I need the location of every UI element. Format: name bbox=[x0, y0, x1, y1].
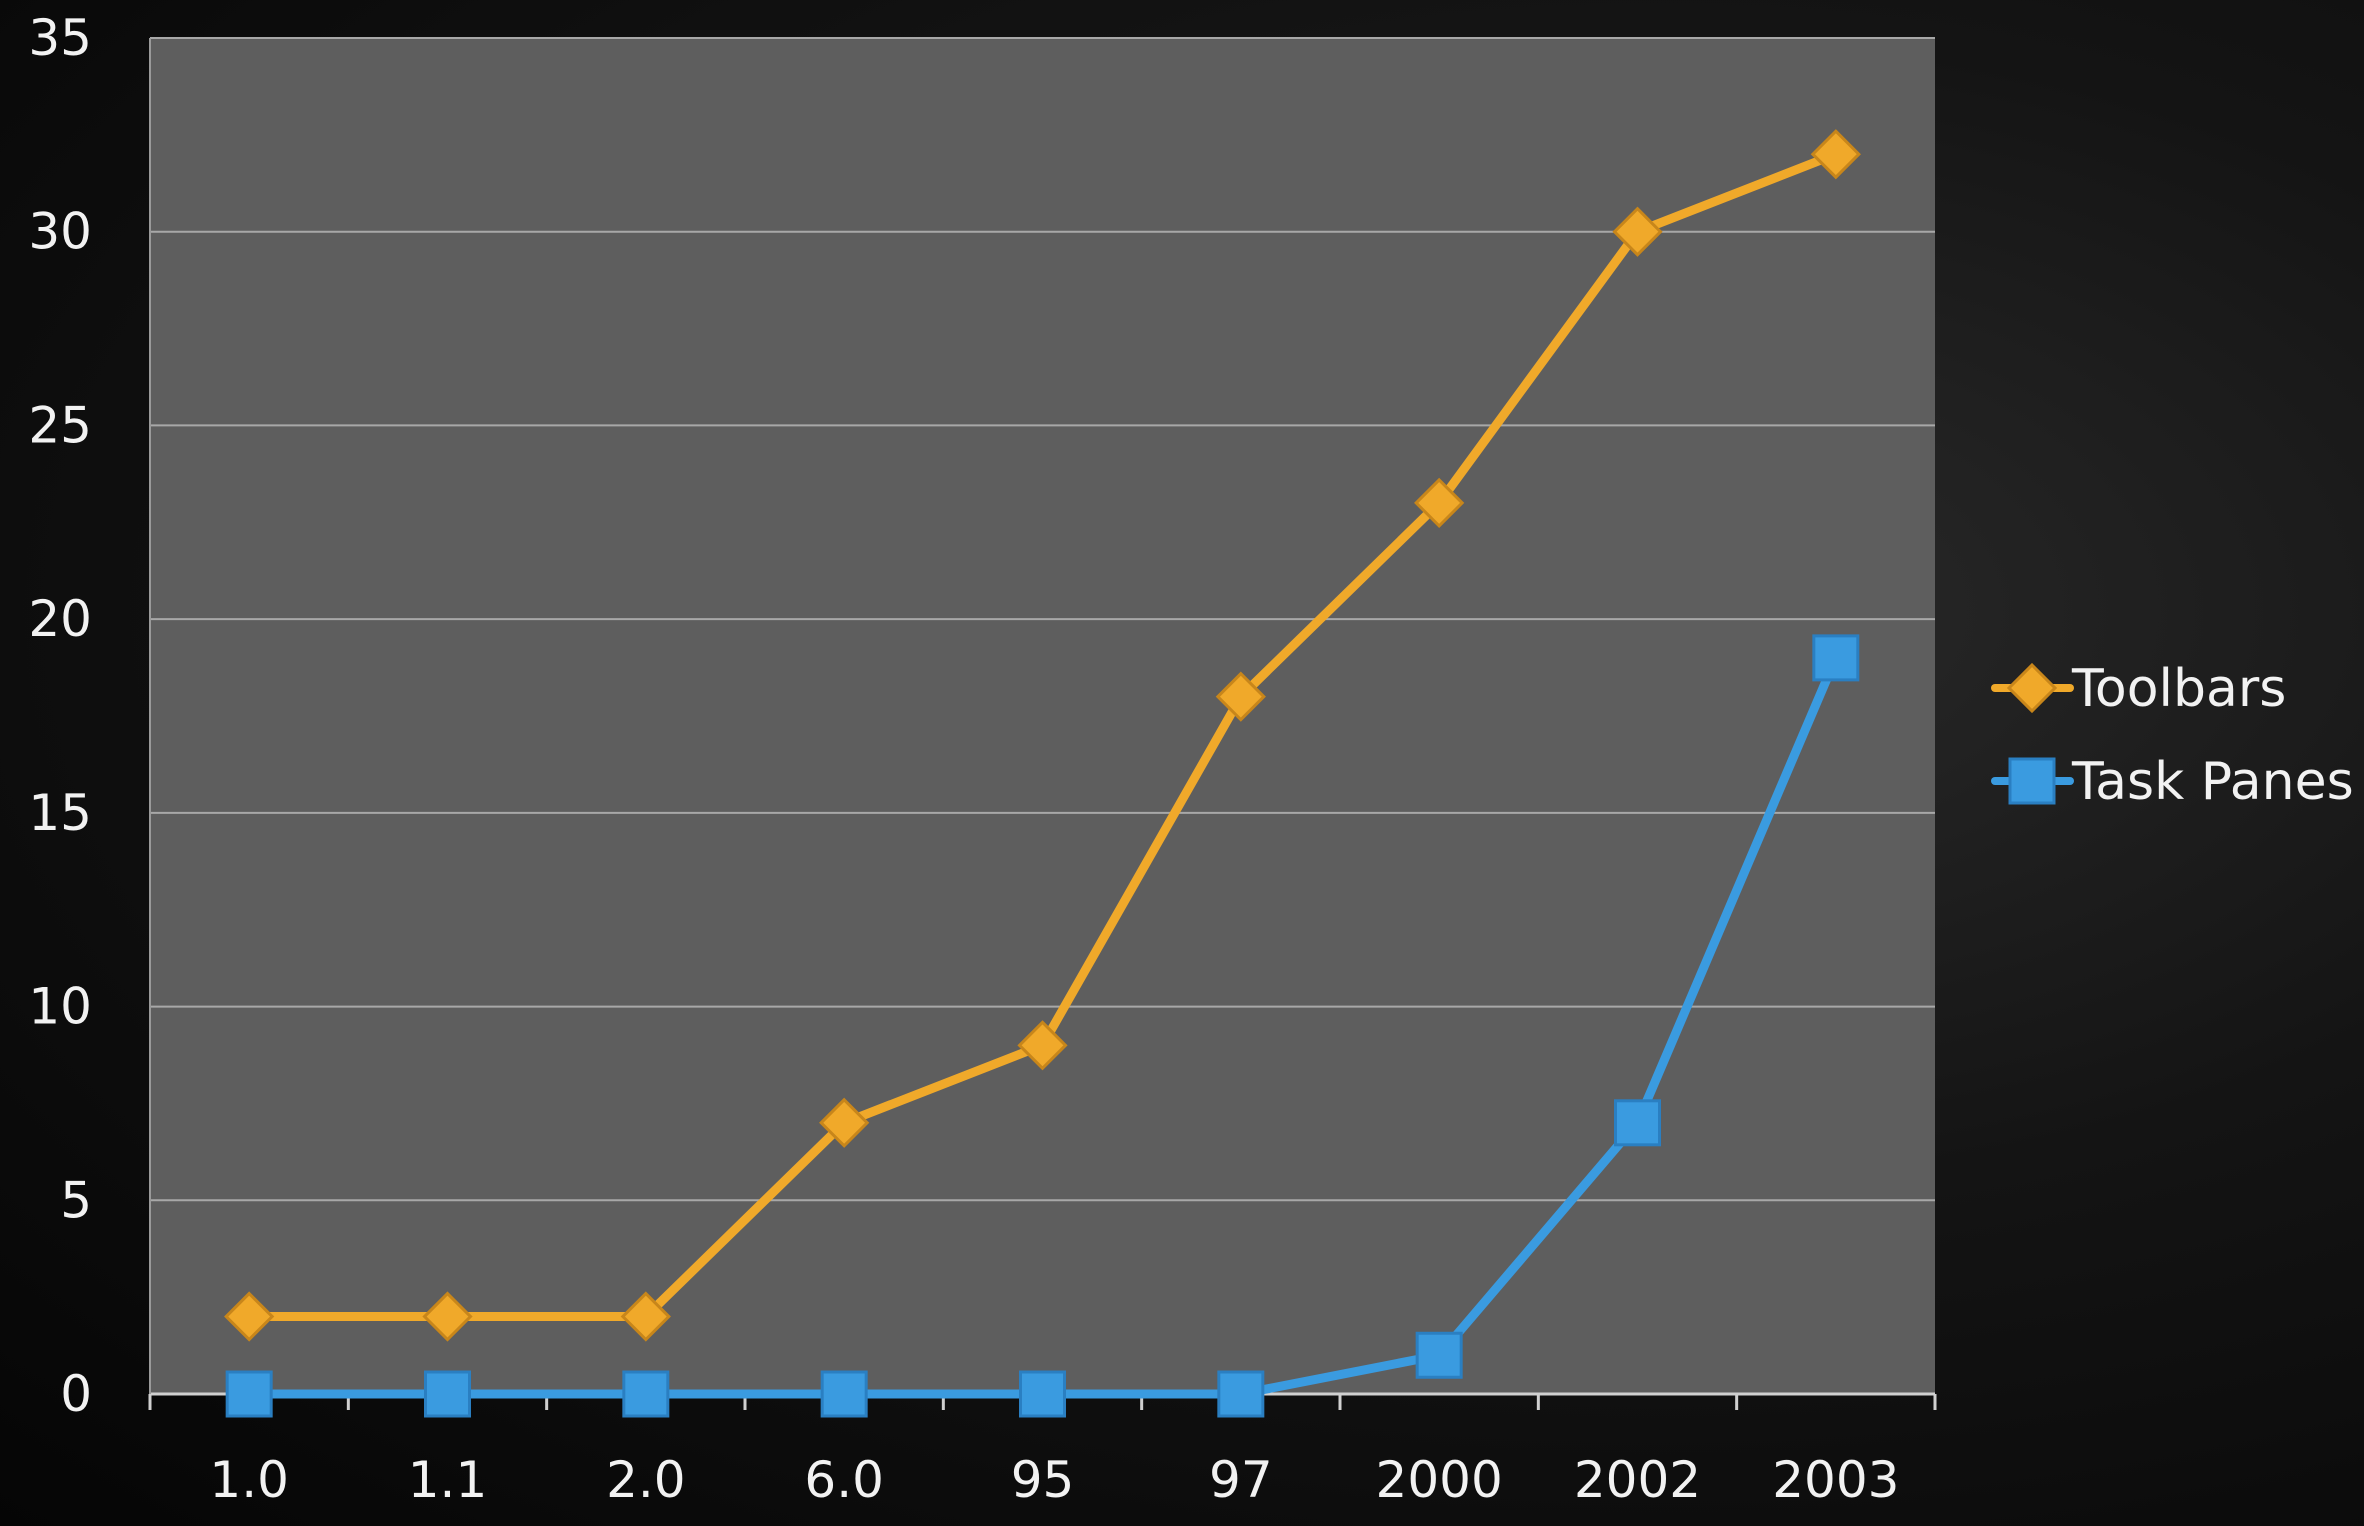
data-point-1-6 bbox=[1415, 1331, 1463, 1379]
data-point-1-0 bbox=[225, 1370, 273, 1418]
x-tick-label: 97 bbox=[1209, 1451, 1273, 1509]
data-point-1-4 bbox=[1019, 1370, 1066, 1418]
legend-label-0: Toolbars bbox=[2071, 659, 2286, 719]
y-tick-label: 30 bbox=[28, 203, 92, 261]
data-point-0-8 bbox=[1810, 129, 1861, 180]
legend-label-1: Task Panes bbox=[2071, 752, 2354, 812]
x-axis: 1.0 1.1 2.0 6.0 95 97 2000 2002 2003 bbox=[148, 38, 1937, 1509]
x-tick-label: 2002 bbox=[1574, 1451, 1701, 1509]
y-axis: 0 5 10 15 20 25 30 35 bbox=[28, 9, 92, 1423]
y-tick-label: 20 bbox=[28, 590, 92, 648]
data-point-1-7 bbox=[1614, 1099, 1661, 1147]
y-tick-label: 5 bbox=[60, 1171, 92, 1229]
x-tick-label: 6.0 bbox=[804, 1451, 884, 1509]
legend-marker-0 bbox=[2006, 662, 2058, 714]
x-tick-label: 2000 bbox=[1376, 1451, 1503, 1509]
y-tick-label: 10 bbox=[28, 978, 92, 1036]
y-tick-label: 15 bbox=[28, 784, 92, 842]
data-point-0-4 bbox=[1017, 1020, 1068, 1071]
plot-area bbox=[150, 38, 1935, 1394]
data-point-0-6 bbox=[1414, 477, 1465, 529]
data-point-1-3 bbox=[820, 1370, 868, 1418]
series-lines bbox=[224, 129, 1861, 1418]
gridlines bbox=[150, 37, 1935, 1202]
y-tick-label: 25 bbox=[28, 396, 92, 454]
data-point-0-5 bbox=[1215, 671, 1266, 722]
x-tick-label: 95 bbox=[1011, 1451, 1075, 1509]
legend: Toolbars Task Panes bbox=[1991, 659, 2354, 812]
x-tick-label: 2.0 bbox=[606, 1451, 686, 1509]
x-tick-label: 1.0 bbox=[209, 1451, 289, 1509]
y-tick-label: 0 bbox=[60, 1365, 92, 1423]
data-point-1-2 bbox=[622, 1370, 670, 1418]
data-point-1-8 bbox=[1812, 634, 1860, 682]
data-point-0-3 bbox=[819, 1097, 870, 1148]
y-tick-label: 35 bbox=[28, 9, 92, 67]
data-point-0-7 bbox=[1612, 206, 1663, 257]
data-point-1-5 bbox=[1217, 1370, 1265, 1418]
data-point-1-1 bbox=[424, 1370, 471, 1418]
legend-marker-1 bbox=[2008, 757, 2056, 805]
data-point-0-2 bbox=[620, 1291, 671, 1342]
x-tick-label: 1.1 bbox=[408, 1451, 488, 1509]
x-tick-label: 2003 bbox=[1772, 1451, 1899, 1509]
data-point-0-0 bbox=[224, 1291, 275, 1342]
data-point-0-1 bbox=[422, 1291, 473, 1342]
